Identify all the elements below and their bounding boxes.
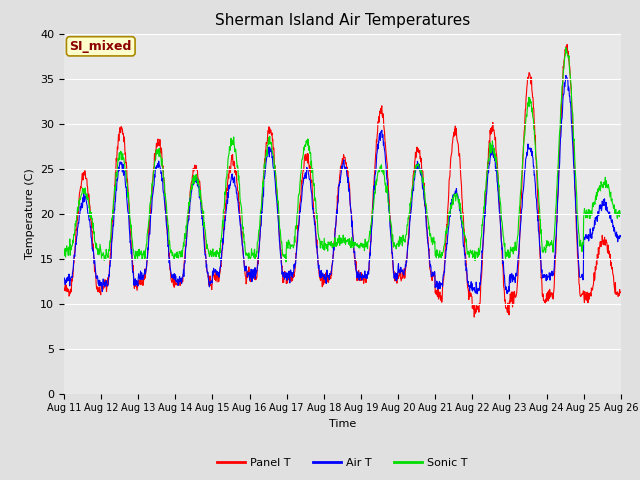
Panel T bbox=[551, 267, 559, 273]
Sonic T bbox=[562, 45, 570, 50]
Sonic T bbox=[282, 259, 290, 265]
Line: Air T: Air T bbox=[64, 75, 620, 294]
Line: Sonic T: Sonic T bbox=[64, 48, 620, 262]
Air T bbox=[562, 72, 570, 78]
Sonic T bbox=[60, 253, 68, 259]
Sonic T bbox=[184, 212, 191, 217]
Panel T bbox=[470, 314, 478, 320]
Air T bbox=[429, 271, 436, 277]
Panel T bbox=[246, 277, 254, 283]
Sonic T bbox=[246, 256, 254, 262]
Text: SI_mixed: SI_mixed bbox=[70, 40, 132, 53]
Sonic T bbox=[170, 256, 178, 262]
Air T bbox=[551, 253, 559, 259]
Panel T bbox=[429, 269, 436, 275]
Sonic T bbox=[551, 226, 559, 231]
Air T bbox=[502, 287, 509, 293]
Air T bbox=[170, 271, 178, 276]
Sonic T bbox=[429, 240, 436, 246]
Air T bbox=[60, 276, 68, 282]
Y-axis label: Temperature (C): Temperature (C) bbox=[24, 168, 35, 259]
Panel T bbox=[184, 220, 191, 226]
Panel T bbox=[502, 305, 509, 311]
Air T bbox=[184, 221, 191, 227]
Air T bbox=[246, 270, 254, 276]
Air T bbox=[473, 291, 481, 297]
Sonic T bbox=[502, 256, 509, 262]
Air T bbox=[616, 234, 624, 240]
Title: Sherman Island Air Temperatures: Sherman Island Air Temperatures bbox=[215, 13, 470, 28]
Panel T bbox=[170, 284, 178, 290]
Panel T bbox=[60, 286, 68, 291]
Panel T bbox=[563, 42, 571, 48]
Legend: Panel T, Air T, Sonic T: Panel T, Air T, Sonic T bbox=[212, 453, 472, 472]
Line: Panel T: Panel T bbox=[64, 45, 620, 317]
Panel T bbox=[616, 289, 624, 295]
Sonic T bbox=[616, 212, 624, 217]
X-axis label: Time: Time bbox=[329, 419, 356, 429]
